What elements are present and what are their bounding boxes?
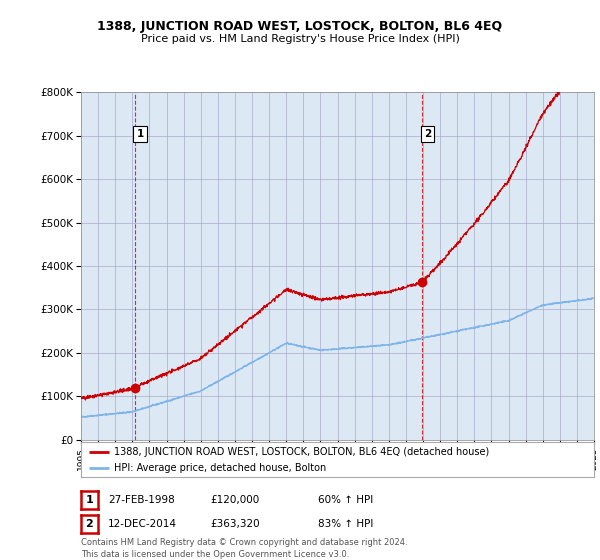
Text: 2: 2	[424, 129, 431, 139]
Text: 12-DEC-2014: 12-DEC-2014	[108, 519, 177, 529]
Text: £120,000: £120,000	[210, 494, 259, 505]
Text: 83% ↑ HPI: 83% ↑ HPI	[318, 519, 373, 529]
Text: 1: 1	[136, 129, 143, 139]
Text: Price paid vs. HM Land Registry's House Price Index (HPI): Price paid vs. HM Land Registry's House …	[140, 34, 460, 44]
Text: 27-FEB-1998: 27-FEB-1998	[108, 494, 175, 505]
Text: HPI: Average price, detached house, Bolton: HPI: Average price, detached house, Bolt…	[115, 463, 326, 473]
Text: 2: 2	[86, 519, 93, 529]
Text: £363,320: £363,320	[210, 519, 260, 529]
Text: 1388, JUNCTION ROAD WEST, LOSTOCK, BOLTON, BL6 4EQ: 1388, JUNCTION ROAD WEST, LOSTOCK, BOLTO…	[97, 20, 503, 34]
Text: 1388, JUNCTION ROAD WEST, LOSTOCK, BOLTON, BL6 4EQ (detached house): 1388, JUNCTION ROAD WEST, LOSTOCK, BOLTO…	[115, 447, 490, 457]
Text: 1: 1	[86, 495, 93, 505]
Text: 60% ↑ HPI: 60% ↑ HPI	[318, 494, 373, 505]
Text: Contains HM Land Registry data © Crown copyright and database right 2024.
This d: Contains HM Land Registry data © Crown c…	[81, 538, 407, 559]
